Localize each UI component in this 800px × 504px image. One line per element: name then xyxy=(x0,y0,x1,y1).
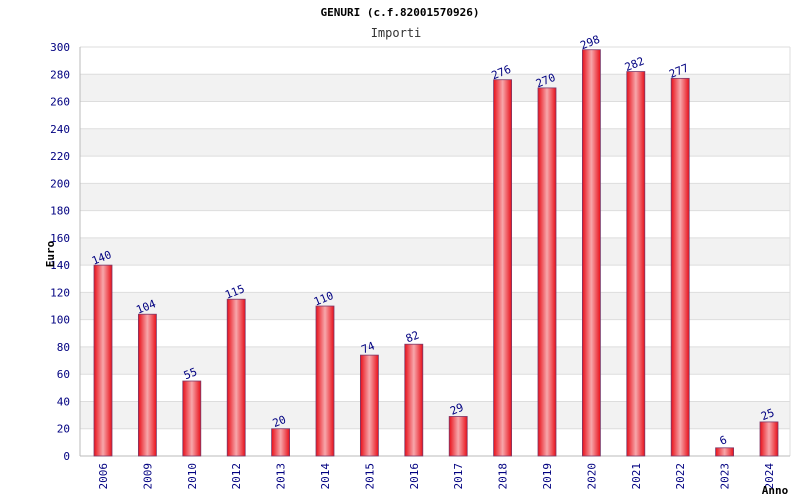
data-label: 74 xyxy=(360,339,378,356)
chart-subtitle: Importi xyxy=(371,26,422,40)
bar xyxy=(670,77,690,457)
x-tick-label: 2006 xyxy=(97,463,110,490)
data-label: 82 xyxy=(404,328,421,345)
bar xyxy=(448,416,468,457)
x-tick-label: 2017 xyxy=(452,463,465,490)
bar xyxy=(626,71,646,457)
data-label: 298 xyxy=(578,33,601,52)
x-tick-label: 2013 xyxy=(275,463,288,490)
bar xyxy=(182,380,202,457)
x-tick-label: 2015 xyxy=(363,463,376,490)
data-label: 25 xyxy=(759,406,776,423)
y-tick-label: 280 xyxy=(50,68,70,81)
x-tick-label: 2014 xyxy=(319,463,332,490)
y-tick-label: 220 xyxy=(50,150,70,163)
y-tick-label: 300 xyxy=(50,41,70,54)
y-tick-label: 160 xyxy=(50,232,70,245)
bar xyxy=(226,298,246,457)
x-axis-label: Anno xyxy=(762,484,789,497)
x-tick-label: 2010 xyxy=(186,463,199,490)
y-tick-label: 60 xyxy=(57,368,70,381)
y-tick-label: 40 xyxy=(57,395,70,408)
x-tick-label: 2016 xyxy=(408,463,421,490)
y-tick-label: 80 xyxy=(57,341,70,354)
x-tick-label: 2022 xyxy=(674,463,687,490)
x-tick-label: 2023 xyxy=(719,463,732,490)
bars-layer xyxy=(93,49,779,457)
bar xyxy=(271,428,291,457)
x-tick-label: 2024 xyxy=(763,463,776,490)
y-tick-label: 100 xyxy=(50,314,70,327)
data-label: 20 xyxy=(271,413,288,430)
y-tick-label: 180 xyxy=(50,205,70,218)
x-tick-label: 2019 xyxy=(541,463,554,490)
data-label: 55 xyxy=(182,365,199,382)
y-tick-label: 0 xyxy=(63,450,70,463)
y-tick-label: 260 xyxy=(50,96,70,109)
bar xyxy=(315,305,335,457)
bar xyxy=(537,87,557,457)
data-label: 6 xyxy=(718,433,729,448)
chart-title: GENURI (c.f.82001570926) xyxy=(321,6,480,19)
y-tick-label: 120 xyxy=(50,286,70,299)
bar xyxy=(404,343,424,457)
bar xyxy=(759,421,779,457)
y-tick-label: 200 xyxy=(50,177,70,190)
x-tick-label: 2021 xyxy=(630,463,643,490)
y-tick-label: 20 xyxy=(57,423,70,436)
x-tick-label: 2009 xyxy=(141,463,154,490)
data-label: 29 xyxy=(448,401,465,418)
y-tick-label: 140 xyxy=(50,259,70,272)
y-axis-label: Euro xyxy=(44,240,57,267)
bar xyxy=(582,49,601,457)
bar xyxy=(715,447,734,457)
bar xyxy=(137,313,157,457)
data-label: 282 xyxy=(623,55,646,74)
y-tick-label: 240 xyxy=(50,123,70,136)
bar xyxy=(493,79,513,457)
x-tick-label: 2012 xyxy=(230,463,243,490)
x-tick-label: 2020 xyxy=(585,463,598,490)
x-tick-label: 2018 xyxy=(497,463,510,490)
bar xyxy=(359,354,379,457)
bar xyxy=(93,264,113,457)
